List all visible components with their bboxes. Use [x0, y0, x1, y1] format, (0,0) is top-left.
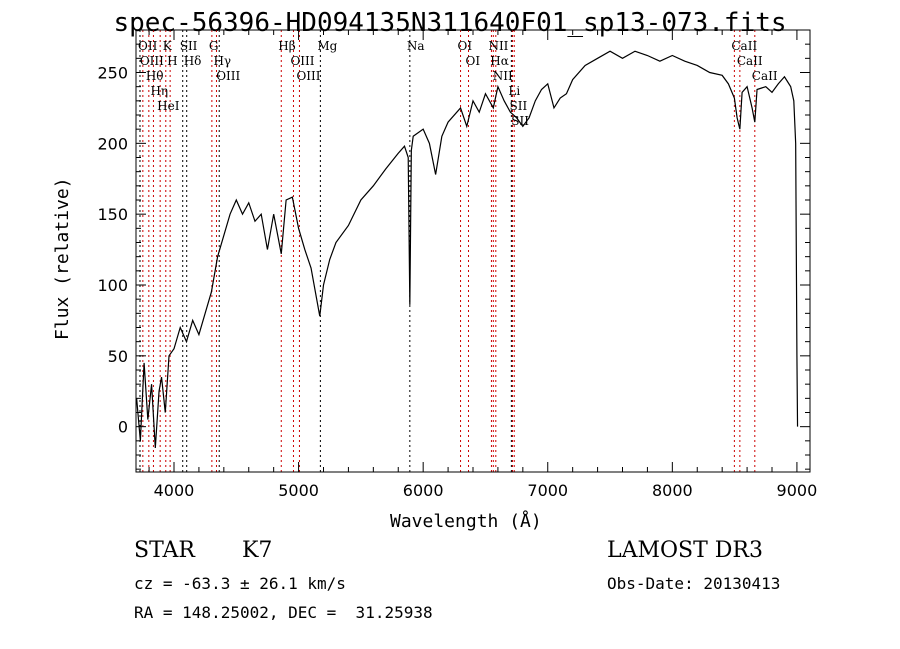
object-class: STAR	[134, 538, 195, 563]
line-marker-label: SII	[180, 39, 198, 53]
line-marker-label: Hα	[490, 54, 509, 68]
x-tick-label: 6000	[403, 481, 444, 500]
line-marker-label: NII	[488, 39, 508, 53]
y-tick-label: 200	[97, 134, 128, 153]
line-marker-label: K	[163, 39, 173, 53]
line-marker-label: SII	[509, 99, 527, 113]
ra-dec: RA = 148.25002, DEC = 31.25938	[134, 603, 433, 622]
line-marker-label: Hβ	[278, 39, 295, 53]
line-marker-label: OI	[466, 54, 481, 68]
plot-frame	[135, 29, 811, 473]
line-marker-label: H	[167, 54, 177, 68]
line-marker-label: OIII	[296, 69, 320, 83]
line-marker-label: OII	[138, 39, 158, 53]
survey-label: LAMOST DR3	[607, 538, 763, 563]
line-marker-label: Na	[407, 39, 425, 53]
line-marker-label: CaII	[752, 69, 778, 83]
line-marker-label: Hδ	[184, 54, 202, 68]
x-tick-label: 7000	[527, 481, 568, 500]
line-marker-label: NII	[493, 69, 513, 83]
redshift-cz: cz = -63.3 ± 26.1 km/s	[134, 574, 346, 593]
x-tick-label: 5000	[278, 481, 319, 500]
y-tick-label: 100	[97, 276, 128, 295]
line-marker-label: Hθ	[146, 69, 164, 83]
y-axis-label: Flux (relative)	[52, 177, 73, 340]
line-marker-label: OI	[458, 39, 473, 53]
chart-title: spec-56396-HD094135N311640F01_sp13-073.f…	[113, 8, 787, 38]
y-tick-label: 150	[97, 205, 128, 224]
line-marker-label: Hη	[150, 84, 168, 98]
y-tick-label: 0	[118, 418, 128, 437]
x-tick-label: 9000	[777, 481, 818, 500]
line-marker-label: Mg	[317, 39, 337, 53]
spectrum-line	[136, 50, 799, 448]
x-tick-label: 4000	[154, 481, 195, 500]
line-marker-label: Hγ	[213, 54, 231, 68]
line-marker-label: CaII	[737, 54, 763, 68]
line-marker-label: Li	[508, 84, 520, 98]
line-marker-label: OIII	[290, 54, 314, 68]
y-tick-label: 50	[108, 347, 128, 366]
x-tick-label: 8000	[652, 481, 693, 500]
line-marker-label: HeI	[157, 99, 180, 113]
y-tick-label: 250	[97, 64, 128, 83]
line-marker-label: OIII	[216, 69, 240, 83]
object-subclass: K7	[242, 538, 273, 563]
obs-date: Obs-Date: 20130413	[607, 574, 781, 593]
line-marker-label: CaII	[731, 39, 757, 53]
x-axis-label: Wavelength (Å)	[390, 511, 542, 532]
line-marker-label: OIII	[140, 54, 164, 68]
line-marker-label: G	[209, 39, 219, 53]
